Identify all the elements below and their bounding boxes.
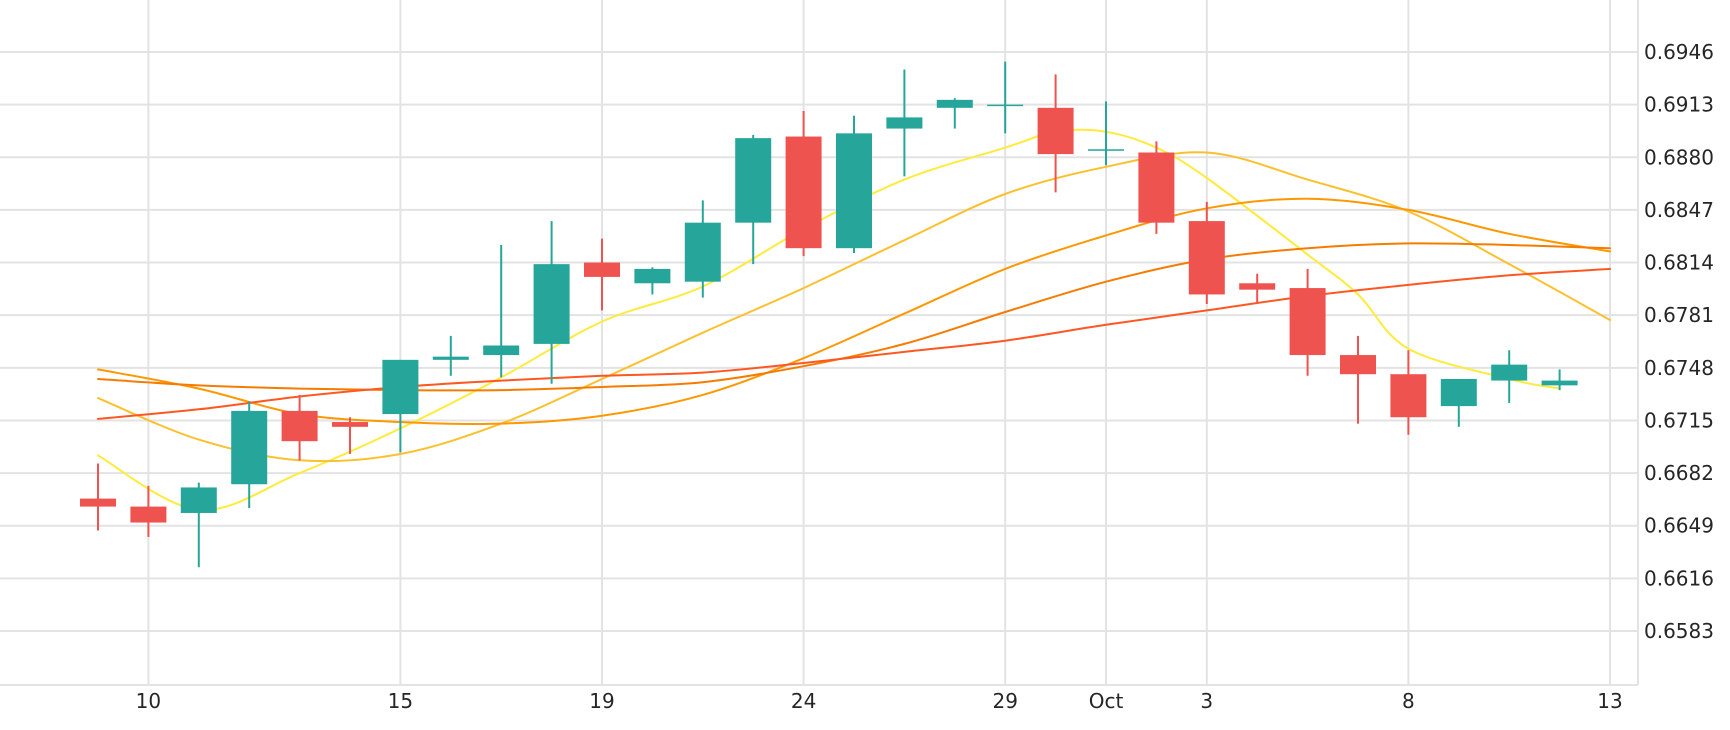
candle-body (130, 506, 167, 523)
candles (80, 61, 1578, 568)
y-tick-label: 0.6616 (1644, 566, 1714, 590)
x-tick-label: Oct (1089, 689, 1124, 713)
x-tick-label: 24 (791, 689, 816, 713)
moving-average-line-4 (97, 242, 1611, 392)
candle-body (1088, 149, 1124, 151)
candle (735, 134, 772, 265)
candle-body (584, 262, 620, 277)
candle-body (1440, 378, 1477, 407)
candle-body (1289, 288, 1326, 356)
candle-body (785, 136, 822, 249)
candle (533, 221, 570, 384)
candle (1491, 350, 1528, 403)
candle (1188, 201, 1225, 305)
candle (180, 482, 217, 568)
candle-body (1037, 107, 1074, 155)
moving-average-lines (97, 128, 1611, 511)
candle-body (432, 356, 469, 360)
y-tick-label: 0.6649 (1644, 514, 1714, 538)
candle-body (1491, 364, 1528, 381)
y-axis-labels: 0.6946 0.6913 0.6880 0.6847 0.6814 0.6781 0.67… (1644, 40, 1714, 643)
y-tick-label: 0.6748 (1644, 356, 1714, 380)
candle-body (886, 117, 923, 129)
candle-body (1239, 283, 1276, 290)
x-tick-label: 15 (388, 689, 413, 713)
candle-body (1390, 374, 1427, 418)
candle-body (1138, 152, 1175, 223)
candle-body (987, 104, 1024, 107)
candle-body (483, 345, 520, 356)
candle-body (281, 410, 318, 442)
candle (1239, 273, 1276, 305)
candle-body (836, 133, 872, 249)
candle (785, 111, 822, 257)
y-tick-label: 0.6880 (1644, 145, 1714, 169)
candle-body (533, 264, 570, 344)
candle-body (684, 222, 721, 282)
candle-body (332, 422, 368, 427)
candle (886, 69, 923, 177)
candle-body (180, 487, 217, 513)
candle (483, 245, 520, 378)
candle (1138, 141, 1175, 234)
y-tick-label: 0.6682 (1644, 461, 1714, 485)
candle (231, 401, 268, 509)
candle-body (382, 359, 419, 415)
moving-average-line-1 (97, 128, 1561, 511)
y-tick-label: 0.6814 (1644, 251, 1714, 275)
candle (130, 485, 167, 537)
x-tick-label: 8 (1402, 689, 1415, 713)
candle-body (80, 498, 116, 507)
candle (281, 394, 318, 461)
x-tick-label: 10 (136, 689, 161, 713)
candle (1289, 268, 1326, 376)
candle-body (936, 99, 973, 108)
candle-body (1340, 355, 1376, 375)
candle (684, 200, 721, 298)
y-tick-label: 0.6946 (1644, 40, 1714, 64)
y-tick-label: 0.6781 (1644, 303, 1714, 327)
horizontal-gridlines (0, 51, 1638, 632)
moving-average-line-2 (97, 151, 1611, 463)
chart-frame (0, 0, 1639, 686)
candle (936, 98, 973, 129)
candle (432, 335, 469, 376)
candle (382, 359, 419, 453)
candle (634, 267, 671, 295)
candle (1340, 335, 1376, 424)
x-tick-label: 29 (992, 689, 1017, 713)
candle-body (1541, 380, 1578, 386)
y-tick-label: 0.6715 (1644, 408, 1714, 432)
candle (1440, 378, 1477, 427)
candle-body (231, 410, 268, 485)
candle-body (1188, 221, 1225, 295)
candle (987, 61, 1024, 134)
y-tick-label: 0.6847 (1644, 198, 1714, 222)
moving-average-line-5 (97, 267, 1611, 420)
candle (1390, 350, 1427, 435)
candle (1037, 74, 1074, 193)
candle (584, 238, 620, 311)
y-tick-label: 0.6583 (1644, 619, 1714, 643)
candle-body (634, 268, 671, 284)
x-tick-label: 3 (1200, 689, 1213, 713)
candle (332, 417, 368, 454)
candle (1541, 369, 1578, 391)
y-tick-label: 0.6913 (1644, 93, 1714, 117)
x-axis-labels: 10 15 19 24 29 Oct 3 8 13 (136, 689, 1623, 713)
x-tick-label: 13 (1597, 689, 1622, 713)
candle (836, 115, 872, 253)
x-tick-label: 19 (589, 689, 614, 713)
candle-body (735, 138, 772, 223)
candle (1088, 101, 1124, 166)
candle (80, 463, 116, 531)
vertical-gridlines (147, 0, 1611, 685)
